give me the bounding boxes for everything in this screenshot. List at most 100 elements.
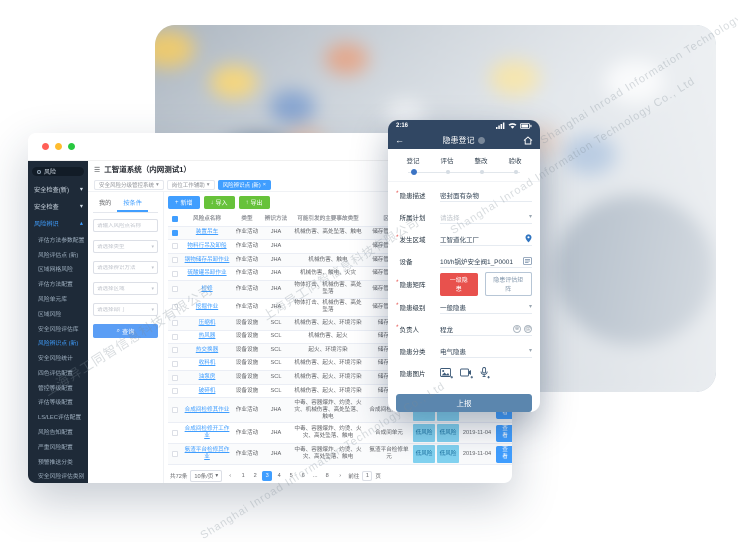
page-number-button[interactable]: ...: [312, 473, 318, 480]
risk-point-link[interactable]: 检修: [201, 285, 213, 292]
filter-text-input[interactable]: [97, 243, 152, 250]
page-number-button[interactable]: 4: [277, 473, 281, 480]
maximize-window-icon[interactable]: [68, 143, 75, 150]
sidebar-item[interactable]: LS/LEC评估配置: [28, 409, 88, 424]
row-checkbox[interactable]: [172, 320, 178, 327]
sidebar-group[interactable]: 安全检查(新) ▾: [28, 181, 88, 198]
tab-assistant[interactable]: 岗位工作辅助 ▾: [166, 179, 215, 190]
region-input[interactable]: 工智道化工厂: [440, 236, 479, 244]
filter-input[interactable]: ▾: [93, 282, 158, 295]
risk-point-link[interactable]: 钢物储存吊卸作业: [184, 256, 230, 263]
sidebar-item[interactable]: 预警推送分类: [28, 454, 88, 469]
matrix-evaluate-button[interactable]: 隐患评估矩阵: [484, 272, 532, 297]
step-label[interactable]: 验收: [508, 158, 522, 166]
risk-point-link[interactable]: 氨渣平台检修其作业: [184, 447, 230, 461]
risk-point-link[interactable]: 油泵房: [198, 374, 216, 381]
sidebar-item[interactable]: 严重风险配置: [28, 439, 88, 454]
home-icon[interactable]: [523, 136, 533, 145]
tab-risk-points-active[interactable]: 风险辨识点 (新) ×: [217, 179, 271, 190]
sidebar-item[interactable]: 管控等级配置: [28, 380, 88, 395]
view-button[interactable]: 查看: [496, 445, 512, 463]
risk-point-link[interactable]: 破碎机: [198, 387, 216, 394]
filter-input[interactable]: ▾: [93, 219, 158, 232]
sidebar-item[interactable]: 区域网格风险: [28, 262, 88, 277]
row-checkbox[interactable]: [172, 451, 178, 458]
page-number-button[interactable]: 2: [253, 473, 257, 480]
row-checkbox[interactable]: [172, 347, 178, 354]
step-label[interactable]: 评估: [440, 158, 454, 166]
sidebar-item[interactable]: 评估方法参数配置: [28, 232, 88, 247]
risk-point-link[interactable]: 挖掘作业: [195, 303, 219, 310]
minimize-window-icon[interactable]: [55, 143, 62, 150]
category-select[interactable]: 电气隐患: [440, 348, 466, 356]
sidebar-item[interactable]: 四色评估配置: [28, 365, 88, 380]
sidebar-group[interactable]: 安全检查 ▾: [28, 198, 88, 215]
contact-picker-icon[interactable]: @: [524, 324, 532, 333]
add-photo-icon[interactable]: [440, 367, 453, 379]
risk-point-link[interactable]: 压缩机: [198, 319, 216, 326]
sidebar-item[interactable]: 风险评估点 (新): [28, 247, 88, 262]
page-number-button[interactable]: 5: [289, 473, 293, 480]
filter-text-input[interactable]: [97, 306, 152, 313]
submit-button[interactable]: 上报: [396, 394, 532, 412]
select-all-checkbox[interactable]: [172, 216, 178, 223]
next-page-button[interactable]: ›: [339, 473, 342, 480]
goto-page-input[interactable]: [362, 471, 373, 482]
filter-text-input[interactable]: [97, 264, 152, 271]
row-checkbox[interactable]: [172, 407, 178, 414]
sidebar-item[interactable]: 安全风险评估库: [28, 321, 88, 336]
row-checkbox[interactable]: [172, 333, 178, 340]
page-number-button[interactable]: 3: [262, 471, 273, 482]
sidebar-item[interactable]: 安全风险统计: [28, 350, 88, 365]
level-select[interactable]: 一般隐患: [440, 304, 466, 312]
risk-point-link[interactable]: 物料行吊及卸船: [187, 242, 227, 249]
sidebar-item[interactable]: 安全风险评估类别: [28, 469, 88, 484]
row-checkbox[interactable]: [172, 229, 178, 236]
sidebar-item[interactable]: 风险辨识点 (新): [28, 335, 88, 350]
row-checkbox[interactable]: [172, 304, 178, 311]
risk-point-link[interactable]: 热风器: [198, 333, 216, 340]
row-checkbox[interactable]: [172, 257, 178, 264]
title-info-icon[interactable]: [477, 136, 485, 144]
add-audio-icon[interactable]: [480, 367, 490, 379]
plan-select[interactable]: 请选择: [440, 214, 460, 222]
page-number-button[interactable]: 8: [325, 473, 329, 480]
matrix-level-button[interactable]: 一级隐患: [440, 272, 478, 296]
hamburger-menu-icon[interactable]: ☰: [94, 166, 101, 174]
sidebar-item[interactable]: 评估等级配置: [28, 395, 88, 410]
step-label[interactable]: 登记: [406, 158, 420, 166]
back-icon[interactable]: ←: [395, 135, 404, 146]
sidebar-item[interactable]: 风险告知配置: [28, 424, 88, 439]
query-button[interactable]: ⌕ 查询: [93, 324, 158, 338]
row-checkbox[interactable]: [172, 286, 178, 293]
page-number-button[interactable]: 6: [301, 473, 305, 480]
risk-point-link[interactable]: 装置吊车: [195, 229, 219, 236]
risk-point-link[interactable]: 热交换器: [195, 346, 219, 353]
sidebar-group[interactable]: 风险辨识 ▴: [28, 215, 88, 232]
filter-text-input[interactable]: [97, 222, 154, 229]
import-button[interactable]: ↓ 导入: [203, 196, 235, 209]
tab-system[interactable]: 安全风险分级管控系统 ▾: [94, 179, 164, 190]
description-input[interactable]: 密封面有杂物: [440, 192, 479, 200]
row-checkbox[interactable]: [172, 430, 178, 437]
row-checkbox[interactable]: [172, 360, 178, 367]
location-pin-icon[interactable]: [525, 234, 532, 243]
row-checkbox[interactable]: [172, 388, 178, 395]
risk-point-link[interactable]: 硫酸罐吊卸作业: [187, 270, 227, 277]
filter-tab[interactable]: 按条件: [117, 196, 148, 212]
filter-input[interactable]: ▾: [93, 261, 158, 274]
close-window-icon[interactable]: [42, 143, 49, 150]
risk-point-link[interactable]: 合成间检修开工作业: [184, 426, 230, 440]
owner-input[interactable]: 程龙: [440, 326, 453, 334]
device-list-icon[interactable]: [523, 256, 532, 265]
sidebar-item[interactable]: 评估方法配置: [28, 276, 88, 291]
clear-icon[interactable]: ⊗: [513, 324, 521, 333]
add-button[interactable]: + 新增: [168, 196, 200, 209]
page-size-select[interactable]: 10条/页 ▾: [190, 470, 223, 483]
risk-point-link[interactable]: 收料机: [198, 360, 216, 367]
risk-point-link[interactable]: 合成间检修其作业: [184, 406, 230, 413]
sidebar-item[interactable]: 风险单元库: [28, 291, 88, 306]
prev-page-button[interactable]: ‹: [229, 473, 232, 480]
page-number-button[interactable]: 1: [241, 473, 245, 480]
filter-input[interactable]: ▾: [93, 303, 158, 316]
